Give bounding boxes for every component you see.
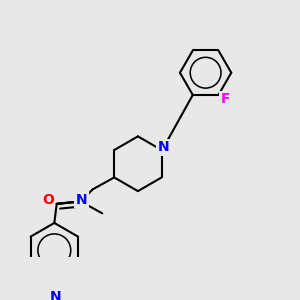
- Text: N: N: [50, 290, 61, 300]
- Text: N: N: [158, 140, 169, 154]
- Text: N: N: [76, 193, 87, 207]
- Text: F: F: [220, 92, 230, 106]
- Text: O: O: [42, 193, 54, 206]
